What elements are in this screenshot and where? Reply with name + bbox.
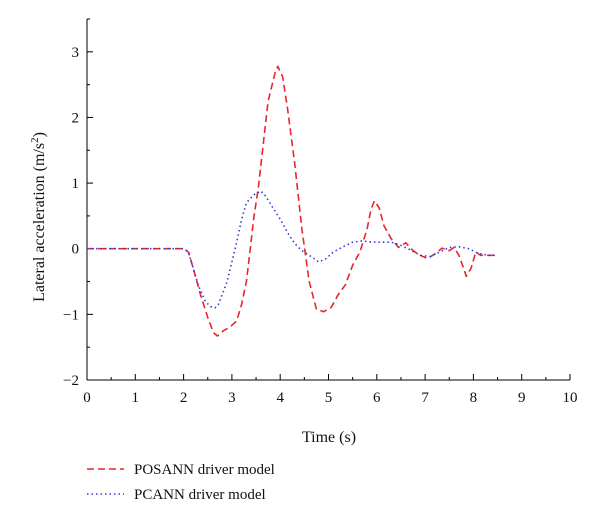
y-tick-label: 0 [72,242,80,258]
x-tick-label: 10 [563,390,578,406]
series-line-pcann [87,190,496,309]
x-tick-label: 5 [325,390,333,406]
x-tick-label: 6 [373,390,381,406]
legend-label-posann: POSANN driver model [134,462,275,478]
x-tick-label: 3 [228,390,236,406]
x-tick-label: 8 [470,390,478,406]
legend: POSANN driver model PCANN driver model [87,462,275,503]
y-tick-label: 1 [72,176,80,192]
y-tick-label: −1 [63,307,79,323]
series-line-posann [87,65,496,337]
y-axis-title-main: Lateral acceleration (m/s [31,143,48,302]
x-tick-label: 1 [132,390,140,406]
x-axis-title: Time (s) [302,429,356,446]
x-tick-label: 9 [518,390,526,406]
tick-labels: 0 1 2 3 4 5 6 7 8 9 10 −2 −1 0 1 2 3 [63,45,577,406]
y-axis-title-superscript: 2 [29,137,41,143]
legend-label-pcann: PCANN driver model [134,487,266,503]
y-axis-title: Lateral acceleration (m/s2) [29,132,48,302]
x-tick-label: 7 [421,390,429,406]
x-tick-label: 0 [83,390,91,406]
y-tick-label: 2 [72,110,80,126]
y-axis-title-close: ) [31,132,48,137]
y-tick-label: −2 [63,373,79,389]
x-tick-label: 2 [180,390,188,406]
y-tick-label: 3 [72,45,80,61]
tick-marks [86,18,571,381]
x-tick-label: 4 [276,390,284,406]
series-lines [87,65,496,337]
axes [86,19,570,381]
